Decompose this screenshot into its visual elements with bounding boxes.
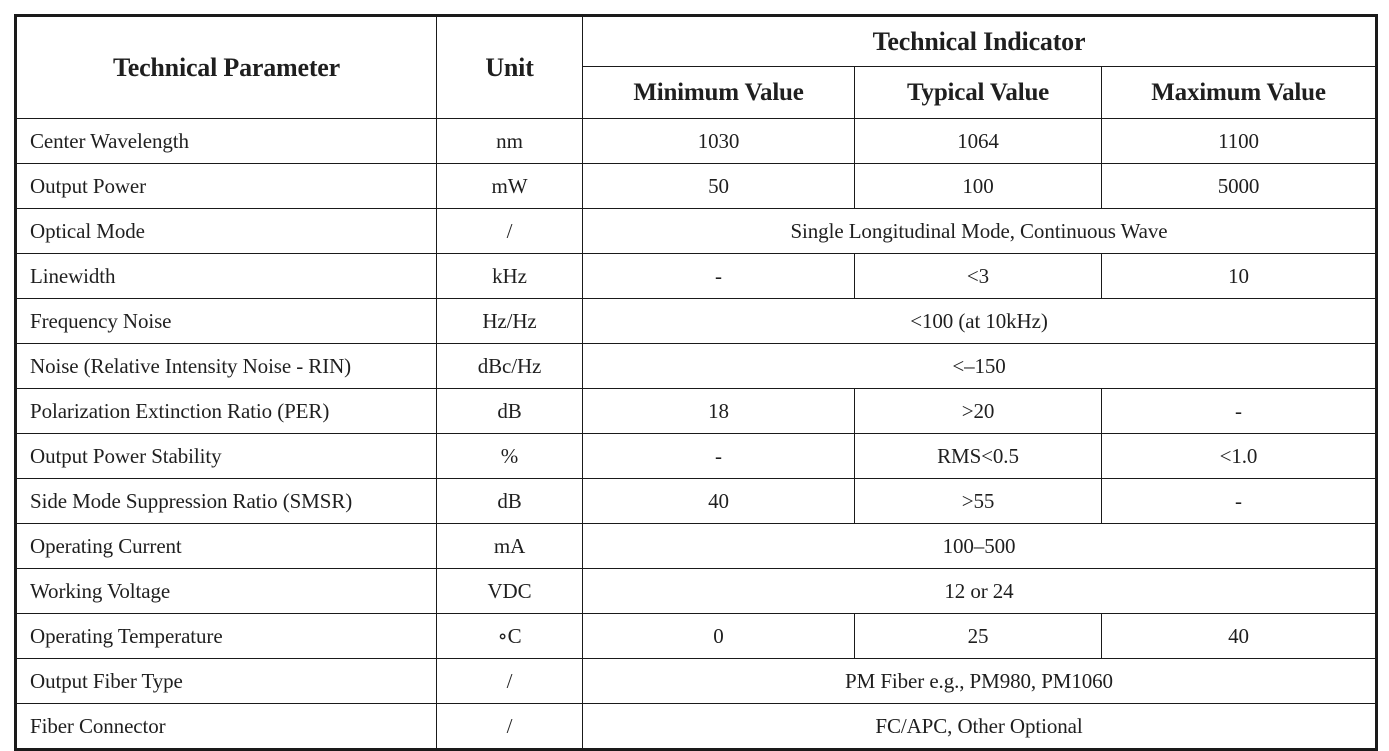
cell-param: Output Fiber Type: [15, 658, 437, 704]
table-row: Center Wavelength nm 1030 1064 1100: [15, 118, 1377, 164]
cell-unit: nm: [436, 118, 583, 164]
cell-unit: mA: [436, 523, 583, 569]
cell-max: 40: [1101, 613, 1377, 659]
cell-typ: >55: [854, 478, 1102, 524]
table-row: Frequency Noise Hz/Hz <100 (at 10kHz): [15, 298, 1377, 344]
cell-param: Optical Mode: [15, 208, 437, 254]
cell-unit: kHz: [436, 253, 583, 299]
cell-unit: mW: [436, 163, 583, 209]
cell-typ: <3: [854, 253, 1102, 299]
cell-max: 5000: [1101, 163, 1377, 209]
table-row: Noise (Relative Intensity Noise - RIN) d…: [15, 343, 1377, 389]
cell-param: Working Voltage: [15, 568, 437, 614]
cell-unit: dBc/Hz: [436, 343, 583, 389]
table-row: Operating Temperature ∘C 0 25 40: [15, 613, 1377, 659]
cell-typ: RMS<0.5: [854, 433, 1102, 479]
cell-param: Polarization Extinction Ratio (PER): [15, 388, 437, 434]
cell-unit: dB: [436, 388, 583, 434]
cell-typ: >20: [854, 388, 1102, 434]
table-row: Output Fiber Type / PM Fiber e.g., PM980…: [15, 658, 1377, 704]
cell-min: -: [582, 433, 855, 479]
table-row: Working Voltage VDC 12 or 24: [15, 568, 1377, 614]
table-row: Operating Current mA 100–500: [15, 523, 1377, 569]
cell-span-value: PM Fiber e.g., PM980, PM1060: [582, 658, 1377, 704]
spec-table: Technical Parameter Unit Technical Indic…: [14, 14, 1378, 751]
table-row: Fiber Connector / FC/APC, Other Optional: [15, 703, 1377, 750]
column-header-technical-indicator: Technical Indicator: [582, 15, 1377, 67]
cell-min: 0: [582, 613, 855, 659]
cell-unit: /: [436, 208, 583, 254]
spec-table-container: Technical Parameter Unit Technical Indic…: [14, 14, 1378, 751]
cell-unit: VDC: [436, 568, 583, 614]
table-row: Linewidth kHz - <3 10: [15, 253, 1377, 299]
cell-typ: 1064: [854, 118, 1102, 164]
cell-unit: Hz/Hz: [436, 298, 583, 344]
cell-span-value: <100 (at 10kHz): [582, 298, 1377, 344]
cell-param: Center Wavelength: [15, 118, 437, 164]
cell-max: 1100: [1101, 118, 1377, 164]
cell-unit: /: [436, 658, 583, 704]
cell-min: 40: [582, 478, 855, 524]
cell-param: Operating Current: [15, 523, 437, 569]
cell-param: Fiber Connector: [15, 703, 437, 750]
cell-unit: ∘C: [436, 613, 583, 659]
cell-span-value: <–150: [582, 343, 1377, 389]
cell-min: 50: [582, 163, 855, 209]
cell-min: 1030: [582, 118, 855, 164]
table-row: Output Power Stability % - RMS<0.5 <1.0: [15, 433, 1377, 479]
cell-max: -: [1101, 388, 1377, 434]
cell-min: -: [582, 253, 855, 299]
cell-unit: dB: [436, 478, 583, 524]
table-row: Optical Mode / Single Longitudinal Mode,…: [15, 208, 1377, 254]
column-header-typical-value: Typical Value: [854, 66, 1102, 119]
cell-span-value: 100–500: [582, 523, 1377, 569]
cell-unit: %: [436, 433, 583, 479]
column-header-maximum-value: Maximum Value: [1101, 66, 1377, 119]
cell-param: Operating Temperature: [15, 613, 437, 659]
cell-max: -: [1101, 478, 1377, 524]
table-row: Polarization Extinction Ratio (PER) dB 1…: [15, 388, 1377, 434]
cell-span-value: FC/APC, Other Optional: [582, 703, 1377, 750]
cell-typ: 25: [854, 613, 1102, 659]
cell-param: Side Mode Suppression Ratio (SMSR): [15, 478, 437, 524]
cell-param: Frequency Noise: [15, 298, 437, 344]
table-row: Side Mode Suppression Ratio (SMSR) dB 40…: [15, 478, 1377, 524]
cell-param: Linewidth: [15, 253, 437, 299]
cell-unit: /: [436, 703, 583, 750]
cell-param: Output Power: [15, 163, 437, 209]
header-row-top: Technical Parameter Unit Technical Indic…: [15, 15, 1377, 119]
column-header-unit: Unit: [436, 15, 583, 119]
cell-span-value: 12 or 24: [582, 568, 1377, 614]
cell-max: 10: [1101, 253, 1377, 299]
cell-span-value: Single Longitudinal Mode, Continuous Wav…: [582, 208, 1377, 254]
cell-param: Output Power Stability: [15, 433, 437, 479]
cell-max: <1.0: [1101, 433, 1377, 479]
cell-param: Noise (Relative Intensity Noise - RIN): [15, 343, 437, 389]
column-header-technical-parameter: Technical Parameter: [15, 15, 437, 119]
column-header-minimum-value: Minimum Value: [582, 66, 855, 119]
cell-min: 18: [582, 388, 855, 434]
cell-typ: 100: [854, 163, 1102, 209]
header-row-bottom: Minimum Value Typical Value Maximum Valu…: [16, 66, 1377, 119]
table-row: Output Power mW 50 100 5000: [15, 163, 1377, 209]
